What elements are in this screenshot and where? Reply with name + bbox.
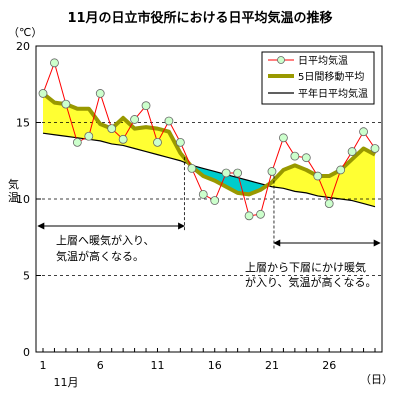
- daily-mean-point: [175, 137, 185, 147]
- daily-mean-point: [198, 190, 208, 199]
- x-tick-label: 16: [208, 359, 222, 372]
- daily-mean-point: [370, 144, 380, 153]
- annotation-text: 上層へ暖気が入り、: [56, 233, 155, 247]
- y-axis-title-char: 温: [8, 191, 19, 204]
- legend-label: 5日間移動平均: [298, 70, 364, 83]
- y-tick-label: 5: [23, 270, 30, 283]
- daily-mean-point: [50, 58, 59, 68]
- daily-mean-point: [61, 99, 71, 109]
- x-unit-label: （日）: [360, 373, 393, 386]
- daily-mean-point: [301, 153, 311, 163]
- annotation-text: 上層から下層にかけ暖気: [245, 260, 366, 274]
- daily-mean-line: [42, 61, 376, 217]
- x-tick-label: 6: [97, 359, 104, 372]
- daily-mean-point: [95, 89, 105, 98]
- daily-mean-point: [141, 101, 151, 111]
- daily-mean-point: [187, 163, 197, 173]
- daily-mean-point: [233, 168, 243, 178]
- x-month-label: 11月: [54, 376, 79, 389]
- daily-mean-point: [267, 167, 277, 176]
- daily-mean-point: [164, 116, 174, 126]
- daily-mean-point: [256, 209, 265, 219]
- below-normal-fill: [189, 164, 268, 195]
- daily-mean-point: [107, 124, 117, 134]
- annotation-text: が入り、気温が高くなる。: [245, 275, 377, 289]
- legend-label: 日平均気温: [298, 54, 348, 67]
- above-normal-fill: [43, 93, 190, 165]
- y-axis-title-char: 気: [8, 177, 19, 191]
- y-axis-title: 気温: [8, 177, 19, 204]
- legend-label: 平年日平均気温: [298, 87, 368, 100]
- daily-mean-point: [221, 168, 231, 178]
- daily-mean-point: [313, 171, 323, 181]
- daily-mean-point: [84, 131, 94, 141]
- daily-mean-point: [324, 199, 334, 208]
- normal-temperature-line: [42, 132, 376, 208]
- daily-mean-point: [130, 115, 139, 124]
- legend-daily-mean-marker: [277, 56, 285, 64]
- daily-mean-point: [279, 133, 288, 143]
- y-tick-label: 0: [23, 346, 30, 359]
- daily-mean-point: [336, 165, 346, 175]
- daily-mean-point: [153, 137, 162, 147]
- daily-mean-point: [244, 211, 254, 221]
- y-tick-label: 15: [16, 117, 30, 130]
- x-tick-label: 1: [40, 359, 47, 372]
- daily-mean-point: [72, 137, 82, 147]
- x-tick-label: 21: [265, 359, 279, 372]
- daily-mean-point: [118, 134, 128, 144]
- daily-mean-point: [359, 127, 368, 137]
- x-tick-label: 11: [150, 359, 164, 372]
- daily-mean-point: [210, 196, 220, 205]
- y-tick-label: 20: [16, 40, 30, 53]
- daily-mean-point: [347, 147, 357, 156]
- y-unit-label: （℃）: [8, 26, 42, 39]
- y-tick-label: 10: [16, 193, 30, 206]
- chart-title: 11月の日立市役所における日平均気温の推移: [67, 10, 332, 26]
- annotation-text: 気温が高くなる。: [56, 249, 144, 263]
- daily-mean-point: [290, 151, 300, 161]
- daily-mean-point: [38, 89, 48, 98]
- x-tick-label: 26: [322, 359, 336, 372]
